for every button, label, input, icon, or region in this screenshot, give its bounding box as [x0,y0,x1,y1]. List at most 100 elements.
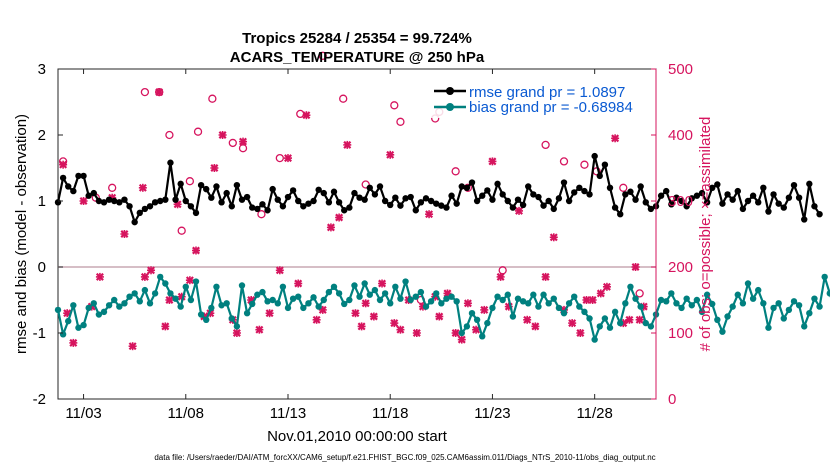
x-tick-label: 11/13 [270,405,306,422]
bias-point [811,295,818,302]
bias-point [325,288,333,296]
bias-point [709,300,716,308]
rmse-point [525,183,532,190]
rmse-point [479,192,486,199]
rmse-point [724,191,731,198]
rmse-point [709,184,716,191]
y-axis-left-label: rmse and bias (model - observation) [13,114,30,354]
bias-point [673,300,680,307]
bias-point [228,315,235,322]
rmse-point [162,196,169,203]
obs-possible-marker [619,183,628,192]
bias-point [719,328,726,335]
rmse-point [550,205,557,213]
rmse-point [458,183,465,190]
rmse-point [606,184,614,191]
bias-point [617,319,624,327]
bias-point [816,303,823,310]
bias-point [157,273,164,281]
bias-point [330,283,338,290]
bias-point [714,316,721,323]
bias-point [555,304,563,312]
bias-point [111,296,118,304]
rmse-point [111,197,118,205]
rmse-point [422,195,430,202]
rmse-point [371,191,379,198]
rmse-point [601,161,609,168]
bias-point [683,295,690,302]
rmse-point [203,185,210,193]
bias-point [85,304,92,312]
bias-point [688,302,695,309]
obs-assimilated-marker [611,134,620,143]
rmse-point [289,187,297,194]
obs-possible-marker [108,183,117,192]
rmse-point [330,188,338,195]
bias-point [95,311,103,318]
rmse-point [387,201,394,209]
bias-point [346,296,353,304]
rmse-point [412,207,419,214]
rmse-point [376,183,384,190]
y-right-tick-label: 300 [668,193,693,210]
obs-assimilated-marker [472,325,481,334]
rmse-point [218,199,225,206]
bias-point [504,291,511,298]
obs-assimilated-marker [361,299,370,308]
bias-point [514,295,522,302]
bias-point [565,300,573,307]
bias-point [300,304,307,312]
bias-point [182,283,189,290]
rmse-point [75,172,82,180]
rmse-point [627,188,634,195]
obs-assimilated-marker [140,272,149,281]
rmse-point [448,192,455,199]
rmse-point [494,180,501,188]
rmse-point [325,199,333,206]
bias-point [310,294,317,301]
bias-point [141,286,149,294]
rmse-point [576,184,583,191]
bias-point [208,304,215,312]
rmse-point [233,181,241,189]
obs-assimilated-marker [435,312,444,321]
rmse-point [463,184,471,191]
rmse-point [213,183,220,190]
rmse-point [116,199,123,206]
bias-point [295,293,302,300]
obs-assimilated-marker [515,206,524,215]
rmse-point [70,187,77,195]
bias-point [305,300,312,307]
bias-point [269,296,276,304]
obs-possible-marker [390,101,399,110]
rmse-point [765,208,772,215]
bias-point [632,295,639,302]
rmse-point [795,194,803,201]
x-tick-label: 11/08 [168,405,204,422]
rmse-point [254,205,261,213]
rmse-point [259,201,266,208]
obs-assimilated-marker [218,131,227,139]
bias-point [535,303,542,310]
rmse-point [427,197,435,205]
bias-point [187,296,195,304]
obs-assimilated-marker [596,289,605,298]
rmse-point [816,211,823,218]
rmse-point [54,199,62,206]
y-right-tick-label: 200 [668,259,693,276]
bias-point [821,273,828,281]
rmse-point [811,203,818,210]
rmse-point [146,203,154,210]
bias-point [525,300,532,307]
obs-assimilated-marker [294,279,303,288]
obs-assimilated-marker [120,230,129,238]
bias-point [647,323,655,330]
obs-assimilated-marker [326,223,335,232]
bias-point [703,291,711,298]
bias-point [438,300,445,307]
bias-point [351,282,358,289]
rmse-point [346,204,353,211]
bias-point [341,300,348,308]
bias-point [484,319,491,327]
bias-point [249,300,256,308]
